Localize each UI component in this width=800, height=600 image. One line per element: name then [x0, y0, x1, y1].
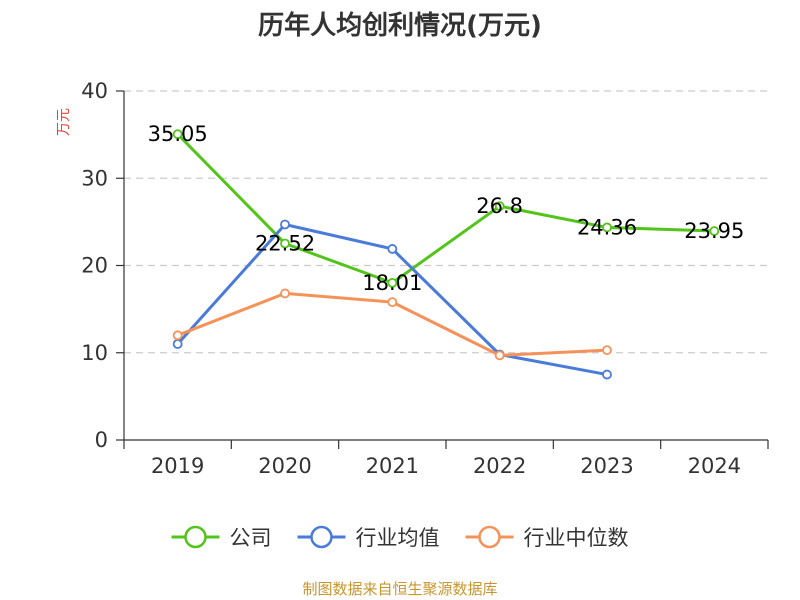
x-tick-label: 2020: [258, 454, 311, 478]
series-lines: [172, 129, 720, 380]
legend-item-3: 行业中位数: [465, 525, 629, 550]
y-tick-label: 30: [81, 166, 108, 190]
data-label: 23.95: [684, 219, 744, 243]
data-point: [602, 345, 612, 356]
x-tick-label: 2023: [580, 454, 633, 478]
legend-label: 行业中位数: [524, 526, 629, 550]
data-point: [172, 330, 183, 341]
grid-lines: [124, 90, 768, 354]
source-note: 制图数据来自恒生聚源数据库: [302, 580, 497, 598]
legend: 公司 行业均值 行业中位数: [171, 525, 629, 550]
legend-label: 公司: [230, 526, 272, 550]
legend-marker: [310, 525, 333, 549]
x-tick-label: 2022: [473, 454, 526, 478]
y-tick-label: 20: [81, 254, 108, 278]
axes: 0 10 20 30 40 2019 2020 2021 2022 2023 2024: [81, 79, 769, 478]
chart-title: 历年人均创利情况(万元): [258, 10, 542, 41]
data-point: [602, 222, 612, 233]
legend-item-2: 行业均值: [297, 525, 440, 550]
data-point: [494, 201, 505, 212]
data-point: [280, 288, 290, 299]
y-tick-label: 10: [81, 341, 108, 365]
y-tick-label: 40: [81, 79, 108, 103]
legend-item-1: 公司: [171, 525, 272, 550]
data-point: [387, 244, 398, 254]
data-point: [709, 226, 720, 236]
data-point: [387, 297, 398, 308]
data-point: [494, 350, 505, 361]
x-tick-label: 2019: [151, 454, 204, 478]
data-label: 24.36: [577, 215, 637, 239]
legend-marker: [478, 525, 501, 549]
legend-label: 行业均值: [356, 526, 440, 550]
y-tick-label: 0: [95, 428, 108, 452]
data-point: [280, 219, 290, 230]
series-line-1: [176, 132, 716, 285]
legend-marker: [184, 525, 207, 549]
x-tick-label: 2021: [366, 454, 419, 478]
data-point: [172, 129, 183, 140]
data-point: [280, 238, 290, 249]
data-labels: 35.05 22.52 18.01 26.8 24.36 23.95: [148, 122, 745, 295]
data-label: 22.52: [255, 232, 315, 256]
data-point: [602, 369, 612, 380]
data-label: 18.01: [362, 271, 422, 295]
x-tick-label: 2024: [688, 454, 741, 478]
data-label: 26.8: [476, 194, 523, 218]
y-axis-label: 万元: [56, 108, 72, 136]
data-point: [387, 277, 398, 288]
data-point: [172, 339, 183, 349]
data-label: 35.05: [148, 122, 208, 146]
